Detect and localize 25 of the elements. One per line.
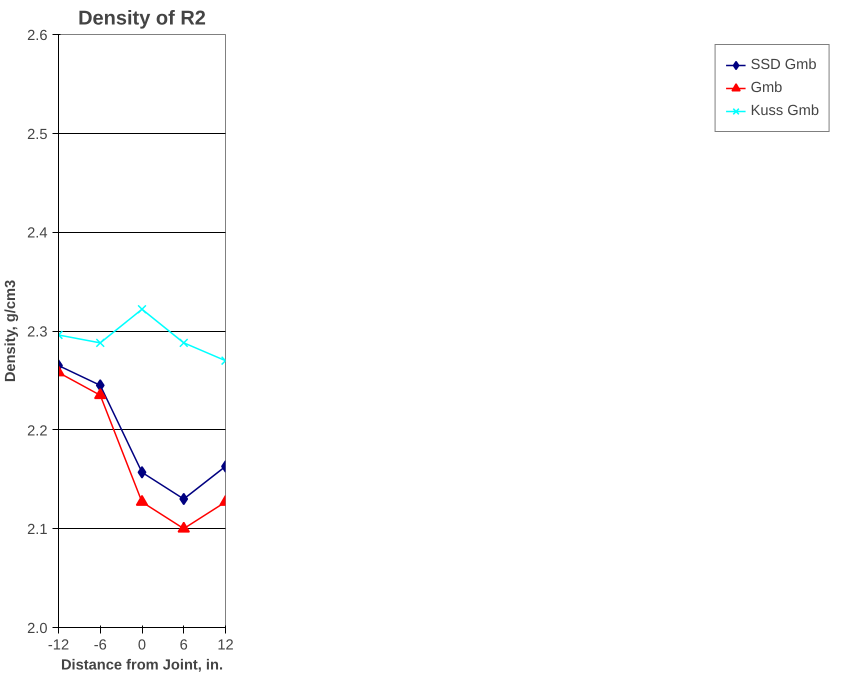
y-axis-title: Density, g/cm3 <box>3 280 20 382</box>
legend-label: SSD Gmb <box>750 57 817 73</box>
x-tick-label: 12 <box>217 638 234 654</box>
chart-title: Density of R2 <box>78 8 206 30</box>
x-tick-label: 0 <box>138 638 146 654</box>
x-tick-label: -12 <box>48 638 70 654</box>
point <box>179 338 188 348</box>
point <box>137 304 147 314</box>
y-tick-label: 2.2 <box>27 423 48 440</box>
legend-label: Kuss Gmb <box>750 103 819 119</box>
point <box>178 522 190 533</box>
point <box>179 492 188 506</box>
y-tick-label: 2.6 <box>27 28 48 44</box>
y-tick-label: 2.4 <box>27 226 48 242</box>
y-tick-label: 2.1 <box>27 522 48 538</box>
point <box>94 388 106 400</box>
x-tick-label: -6 <box>94 638 107 654</box>
x-tick-label: 6 <box>180 638 188 654</box>
x-axis-title: Distance from Joint, in. <box>60 658 224 674</box>
y-tick-label: 2.5 <box>27 126 48 143</box>
y-tick-label: 2.3 <box>27 324 48 340</box>
point <box>96 338 105 348</box>
point <box>136 494 148 506</box>
y-tick-label: 2.0 <box>27 621 48 637</box>
legend-label: Gmb <box>750 80 782 96</box>
